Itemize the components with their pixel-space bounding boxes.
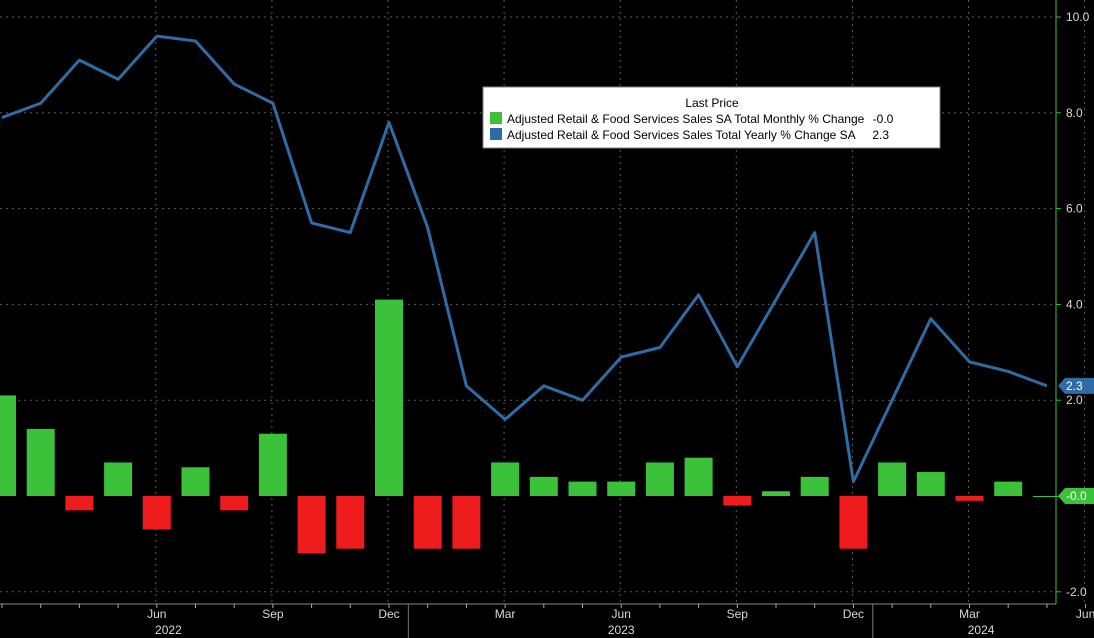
x-tick-label: Sep (727, 607, 749, 621)
bar (839, 496, 868, 549)
bar (375, 299, 403, 496)
monthly-change-bars (0, 299, 1061, 554)
y-tick-label: 6.0 (1066, 202, 1083, 216)
x-tick-label: Mar (959, 607, 980, 621)
bar (529, 476, 558, 496)
legend-label-monthly: Adjusted Retail & Food Services Sales SA… (507, 112, 894, 126)
legend-value-yearly: 2.3 (872, 128, 889, 142)
bar (297, 496, 326, 554)
x-tick-label: Dec (378, 607, 399, 621)
bar (258, 433, 287, 496)
x-tick-label: Sep (262, 607, 284, 621)
bar (723, 496, 752, 506)
monthly-end-tag-shape (1058, 488, 1094, 504)
monthly-end-tag: -0.0 (1058, 488, 1094, 504)
year-label: 2022 (155, 623, 182, 637)
y-axis-right: 10.0 8.0 6.0 4.0 2.0 -2.0 (1055, 0, 1090, 604)
bar (142, 496, 171, 530)
legend-value-monthly: -0.0 (873, 112, 894, 126)
legend-series-name-monthly: Adjusted Retail & Food Services Sales SA… (507, 112, 865, 126)
bar (800, 476, 829, 496)
legend-label-yearly: Adjusted Retail & Food Services Sales To… (507, 128, 889, 142)
year-label: 2024 (968, 623, 995, 637)
yearly-end-tag-shape (1058, 377, 1094, 394)
legend-series-name-yearly: Adjusted Retail & Food Services Sales To… (507, 128, 856, 142)
yearly-end-tag-label: 2.3 (1066, 379, 1083, 393)
bar (220, 496, 249, 511)
bar (1032, 496, 1061, 497)
y-tick-label: 10.0 (1066, 10, 1090, 24)
x-tick-label: Jun (147, 607, 166, 621)
bar (607, 481, 636, 496)
x-tick-label: Jun (1076, 607, 1094, 621)
bar (26, 428, 55, 496)
bar (413, 496, 442, 549)
bar (878, 462, 907, 496)
bar (955, 496, 984, 501)
y-tick-label: 4.0 (1066, 297, 1083, 311)
bar (568, 481, 597, 496)
bar (916, 472, 945, 496)
legend-title: Last Price (685, 96, 739, 110)
bar (65, 496, 94, 511)
x-tick-label: Mar (495, 607, 516, 621)
x-tick-label: Jun (612, 607, 631, 621)
y-tick-label: 8.0 (1066, 106, 1083, 120)
y-tick-label: 2.0 (1066, 393, 1083, 407)
bar (104, 462, 133, 496)
year-label: 2023 (608, 623, 635, 637)
legend-swatch-yearly (490, 128, 502, 140)
bar (762, 491, 790, 496)
bar (491, 462, 520, 496)
end-value-tags: 2.3 -0.0 (1058, 377, 1094, 504)
bar (336, 496, 365, 549)
bar (181, 467, 210, 496)
y-tick-label: -2.0 (1066, 585, 1087, 599)
legend-swatch-monthly (490, 112, 502, 124)
bar (994, 481, 1023, 496)
legend-box (482, 86, 941, 149)
x-axis: Jun Sep Dec Mar Jun Sep Dec Mar Jun 2022 2023 2024 (0, 603, 1094, 638)
bar (645, 462, 674, 496)
bar (452, 496, 481, 549)
bar (0, 395, 16, 496)
bar (684, 457, 713, 496)
legend: Last Price Adjusted Retail & Food Servic… (482, 86, 941, 149)
monthly-end-tag-label: -0.0 (1066, 489, 1087, 503)
yearly-end-tag: 2.3 (1058, 377, 1094, 394)
x-tick-label: Dec (843, 607, 864, 621)
yearly-change-line (1, 34, 1048, 484)
